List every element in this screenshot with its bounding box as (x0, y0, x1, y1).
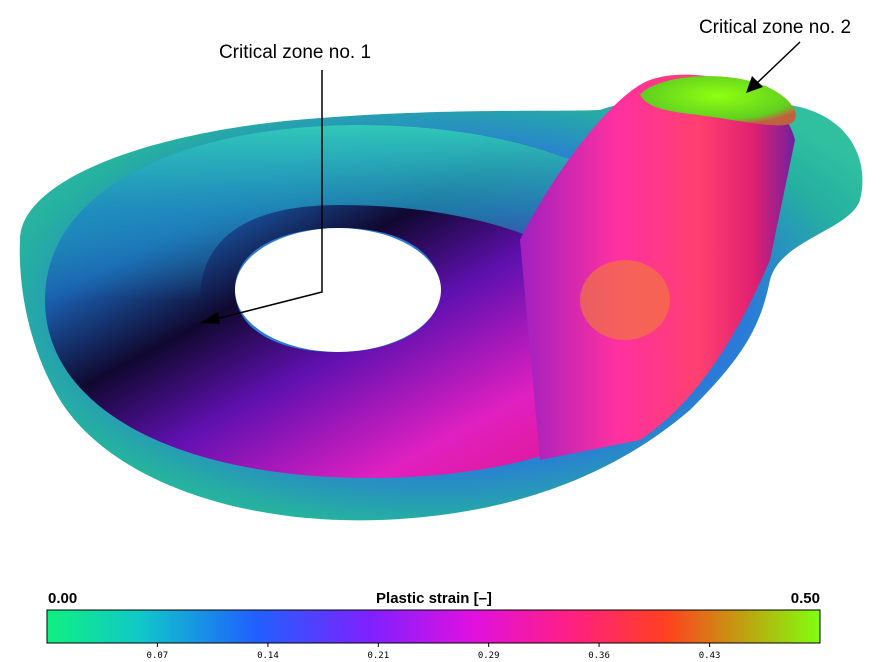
colorbar-max: 0.50 (791, 590, 820, 607)
colorbar-tick-label: 0.29 (478, 651, 500, 661)
colorbar-title: Plastic strain [–] (376, 590, 492, 607)
annotation-label: Critical zone no. 1 (219, 42, 371, 63)
colorbar-tick-label: 0.14 (257, 651, 279, 661)
colorbar-bar (47, 610, 820, 643)
colorbar-min: 0.00 (48, 590, 77, 607)
figure: Critical zone no. 1 Critical zone no. 2 … (0, 0, 881, 662)
colorbar-tick-label: 0.07 (147, 651, 169, 661)
colorbar-tick-label: 0.36 (588, 651, 610, 661)
annotation-label: Critical zone no. 2 (699, 17, 851, 38)
leader-line (756, 42, 800, 84)
colorbar-tick-label: 0.43 (699, 651, 721, 661)
model (20, 75, 863, 521)
colorbar: 0.00 Plastic strain [–] 0.50 0.07 0.14 0.2… (47, 590, 820, 661)
hole (235, 228, 441, 352)
hot-spot (580, 260, 670, 340)
colorbar-tick-label: 0.21 (367, 651, 389, 661)
